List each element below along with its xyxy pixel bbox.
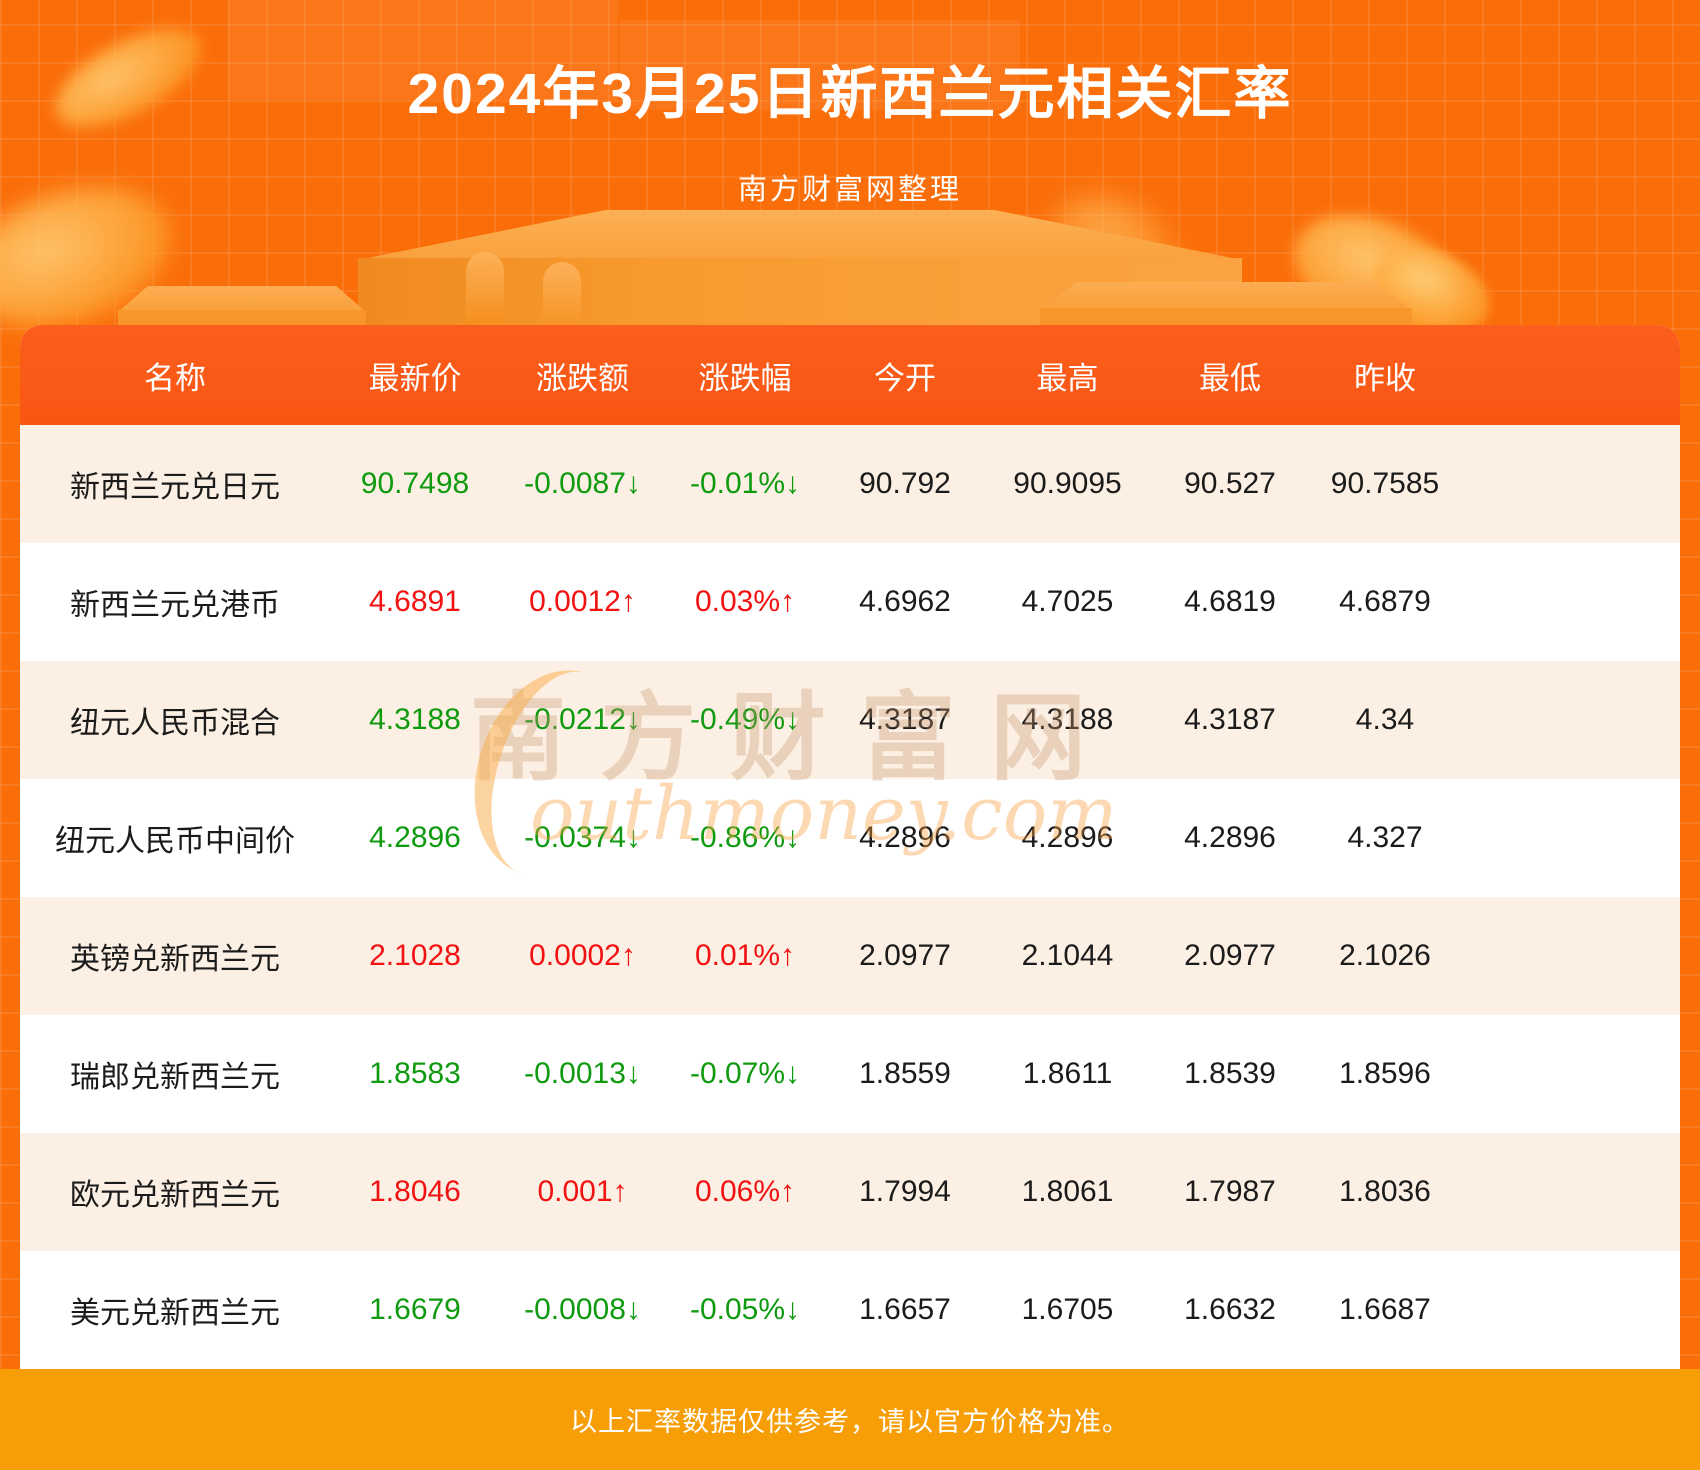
cell-change: -0.0013↓ — [524, 1057, 641, 1090]
table-header-row: 名称 最新价 涨跌额 涨跌幅 今开 最高 最低 昨收 — [20, 325, 1680, 425]
cell-change-pct: 0.06%↑ — [694, 1175, 796, 1208]
cell-high: 1.8611 — [1022, 1057, 1113, 1090]
rates-table: 名称 最新价 涨跌额 涨跌幅 今开 最高 最低 昨收 新西兰元兑日元 90.7498 -0.008… — [20, 325, 1680, 1369]
cell-low: 4.2896 — [1184, 821, 1276, 854]
cell-last-price: 4.3188 — [369, 703, 461, 736]
table-row: 瑞郎兑新西兰元 1.8583 -0.0013↓ -0.07%↓ 1.8559 1.8611… — [20, 1015, 1680, 1133]
cell-change-pct: 0.01%↑ — [694, 939, 796, 972]
podium-top-face — [358, 210, 1242, 260]
cell-prev-close: 4.327 — [1347, 821, 1423, 854]
footer-band: 以上汇率数据仅供参考，请以官方价格为准。 — [0, 1369, 1700, 1470]
cell-open: 2.0977 — [859, 939, 951, 972]
cell-change: 0.0002↑ — [529, 939, 636, 972]
table-body: 新西兰元兑日元 90.7498 -0.0087↓ -0.01%↓ 90.792 90.90… — [20, 425, 1680, 1369]
cell-name: 纽元人民币混合 — [70, 707, 280, 740]
podium-front-face — [358, 258, 1242, 328]
cell-change: -0.0008↓ — [524, 1293, 641, 1326]
cell-high: 90.9095 — [1013, 467, 1122, 500]
table-row: 欧元兑新西兰元 1.8046 0.001↑ 0.06%↑ 1.7994 1.8061 1.7… — [20, 1133, 1680, 1251]
podium-arch-decor — [543, 262, 581, 334]
cell-high: 2.1044 — [1021, 939, 1114, 972]
cell-high: 1.6705 — [1021, 1293, 1114, 1326]
cell-high: 4.7025 — [1021, 585, 1114, 618]
podium-arch-decor — [466, 252, 504, 324]
cell-low: 4.3187 — [1184, 703, 1276, 736]
cell-prev-close: 90.7585 — [1330, 467, 1440, 500]
cell-change: -0.0374↓ — [524, 821, 641, 854]
cell-open: 4.2896 — [859, 821, 951, 854]
column-header: 名称 — [144, 360, 206, 396]
cell-last-price: 1.8583 — [369, 1057, 461, 1090]
cell-change-pct: -0.86%↓ — [689, 821, 801, 854]
column-header: 涨跌幅 — [698, 360, 792, 396]
column-header: 今开 — [874, 360, 936, 396]
cell-high: 1.8061 — [1021, 1175, 1114, 1208]
page-title: 2024年3月25日新西兰元相关汇率 — [407, 62, 1293, 126]
cell-last-price: 4.2896 — [369, 821, 461, 854]
cell-low: 1.7987 — [1184, 1175, 1276, 1208]
cell-low: 1.8539 — [1184, 1057, 1276, 1090]
right-box-top-face — [1040, 282, 1412, 310]
cell-change-pct: -0.01%↓ — [689, 467, 801, 500]
page-header: 2024年3月25日新西兰元相关汇率 南方财富网整理 — [0, 0, 1700, 208]
cell-low: 2.0977 — [1184, 939, 1276, 972]
column-header: 昨收 — [1354, 360, 1416, 396]
table-row: 英镑兑新西兰元 2.1028 0.0002↑ 0.01%↑ 2.0977 2.1044 2.… — [20, 897, 1680, 1015]
cell-prev-close: 1.8596 — [1339, 1057, 1431, 1090]
cell-low: 90.527 — [1184, 467, 1276, 500]
table-row: 纽元人民币混合 4.3188 -0.0212↓ -0.49%↓ 4.3187 4.3188… — [20, 661, 1680, 779]
cell-name: 纽元人民币中间价 — [55, 825, 295, 858]
cell-open: 4.6962 — [859, 585, 951, 618]
cell-change: -0.0087↓ — [524, 467, 641, 500]
cell-change: -0.0212↓ — [524, 703, 641, 736]
table-row: 美元兑新西兰元 1.6679 -0.0008↓ -0.05%↓ 1.6657 1.6705… — [20, 1251, 1680, 1369]
table-row: 新西兰元兑港币 4.6891 0.0012↑ 0.03%↑ 4.6962 4.7025 4.… — [20, 543, 1680, 661]
cell-open: 1.6657 — [859, 1293, 951, 1326]
footer-note: 以上汇率数据仅供参考，请以官方价格为准。 — [570, 1407, 1130, 1437]
cell-prev-close: 1.8036 — [1339, 1175, 1431, 1208]
cell-name: 新西兰元兑港币 — [70, 589, 280, 622]
cell-prev-close: 4.6879 — [1339, 585, 1431, 618]
cell-open: 90.792 — [859, 467, 951, 500]
cell-change: 0.001↑ — [537, 1175, 628, 1208]
cell-last-price: 1.6679 — [369, 1293, 461, 1326]
cell-prev-close: 2.1026 — [1339, 939, 1431, 972]
table-row: 纽元人民币中间价 4.2896 -0.0374↓ -0.86%↓ 4.2896 4.289… — [20, 779, 1680, 897]
left-box-top-face — [118, 286, 366, 312]
cell-name: 新西兰元兑日元 — [70, 471, 280, 504]
cell-low: 4.6819 — [1184, 585, 1276, 618]
cell-name: 英镑兑新西兰元 — [70, 943, 280, 976]
cell-low: 1.6632 — [1184, 1293, 1276, 1326]
column-header: 最低 — [1199, 360, 1261, 396]
cell-change: 0.0012↑ — [529, 585, 636, 618]
cell-high: 4.2896 — [1021, 821, 1114, 854]
column-header: 涨跌额 — [536, 360, 629, 396]
cell-change-pct: -0.05%↓ — [689, 1293, 801, 1326]
cell-change-pct: -0.49%↓ — [689, 703, 801, 736]
cell-last-price: 2.1028 — [369, 939, 461, 972]
cell-open: 1.7994 — [859, 1175, 951, 1208]
cell-name: 瑞郎兑新西兰元 — [70, 1061, 280, 1094]
column-header: 最高 — [1036, 360, 1099, 396]
cell-change-pct: 0.03%↑ — [694, 585, 796, 618]
cell-last-price: 1.8046 — [369, 1175, 461, 1208]
cell-prev-close: 4.34 — [1355, 703, 1415, 736]
cell-open: 4.3187 — [859, 703, 951, 736]
cell-last-price: 4.6891 — [369, 585, 461, 618]
cell-open: 1.8559 — [859, 1057, 951, 1090]
column-header: 最新价 — [368, 360, 462, 396]
cell-prev-close: 1.6687 — [1339, 1293, 1431, 1326]
page-subtitle: 南方财富网整理 — [737, 174, 962, 206]
cell-change-pct: -0.07%↓ — [689, 1057, 801, 1090]
table-row: 新西兰元兑日元 90.7498 -0.0087↓ -0.01%↓ 90.792 90.90… — [20, 425, 1680, 543]
cell-name: 欧元兑新西兰元 — [70, 1179, 280, 1212]
cell-high: 4.3188 — [1021, 703, 1114, 736]
cell-name: 美元兑新西兰元 — [70, 1297, 280, 1330]
cell-last-price: 90.7498 — [360, 467, 470, 500]
